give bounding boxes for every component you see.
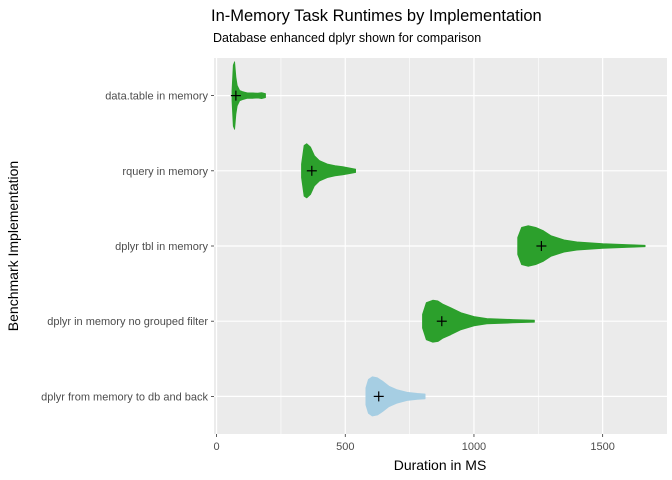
violin-layer: [231, 61, 646, 417]
mean-markers: [230, 90, 547, 402]
chart-subtitle: Database enhanced dplyr shown for compar…: [213, 31, 481, 45]
x-tick-label: 0: [214, 441, 220, 453]
y-axis-label: Benchmark Implementation: [5, 161, 21, 331]
chart-title: In-Memory Task Runtimes by Implementatio…: [211, 7, 542, 25]
violin-shape: [422, 299, 535, 343]
x-tick-label: 1500: [590, 441, 614, 453]
y-tick-label: data.table in memory: [105, 91, 208, 103]
violin-shape: [301, 143, 356, 199]
y-axis-ticks: data.table in memory rquery in memory dply…: [41, 91, 214, 403]
violin-shape: [517, 225, 646, 267]
violin-shape: [365, 376, 426, 417]
y-tick-label: rquery in memory: [122, 166, 208, 178]
x-axis-ticks: 0 500 1000 1500: [214, 434, 615, 453]
violin-shape: [231, 61, 266, 130]
y-tick-label: dplyr in memory no grouped filter: [47, 316, 208, 328]
y-tick-label: dplyr from memory to db and back: [41, 391, 208, 403]
x-tick-label: 1000: [462, 441, 486, 453]
x-tick-label: 500: [336, 441, 354, 453]
y-tick-label: dplyr tbl in memory: [115, 241, 208, 253]
x-axis-label: Duration in MS: [394, 457, 487, 473]
